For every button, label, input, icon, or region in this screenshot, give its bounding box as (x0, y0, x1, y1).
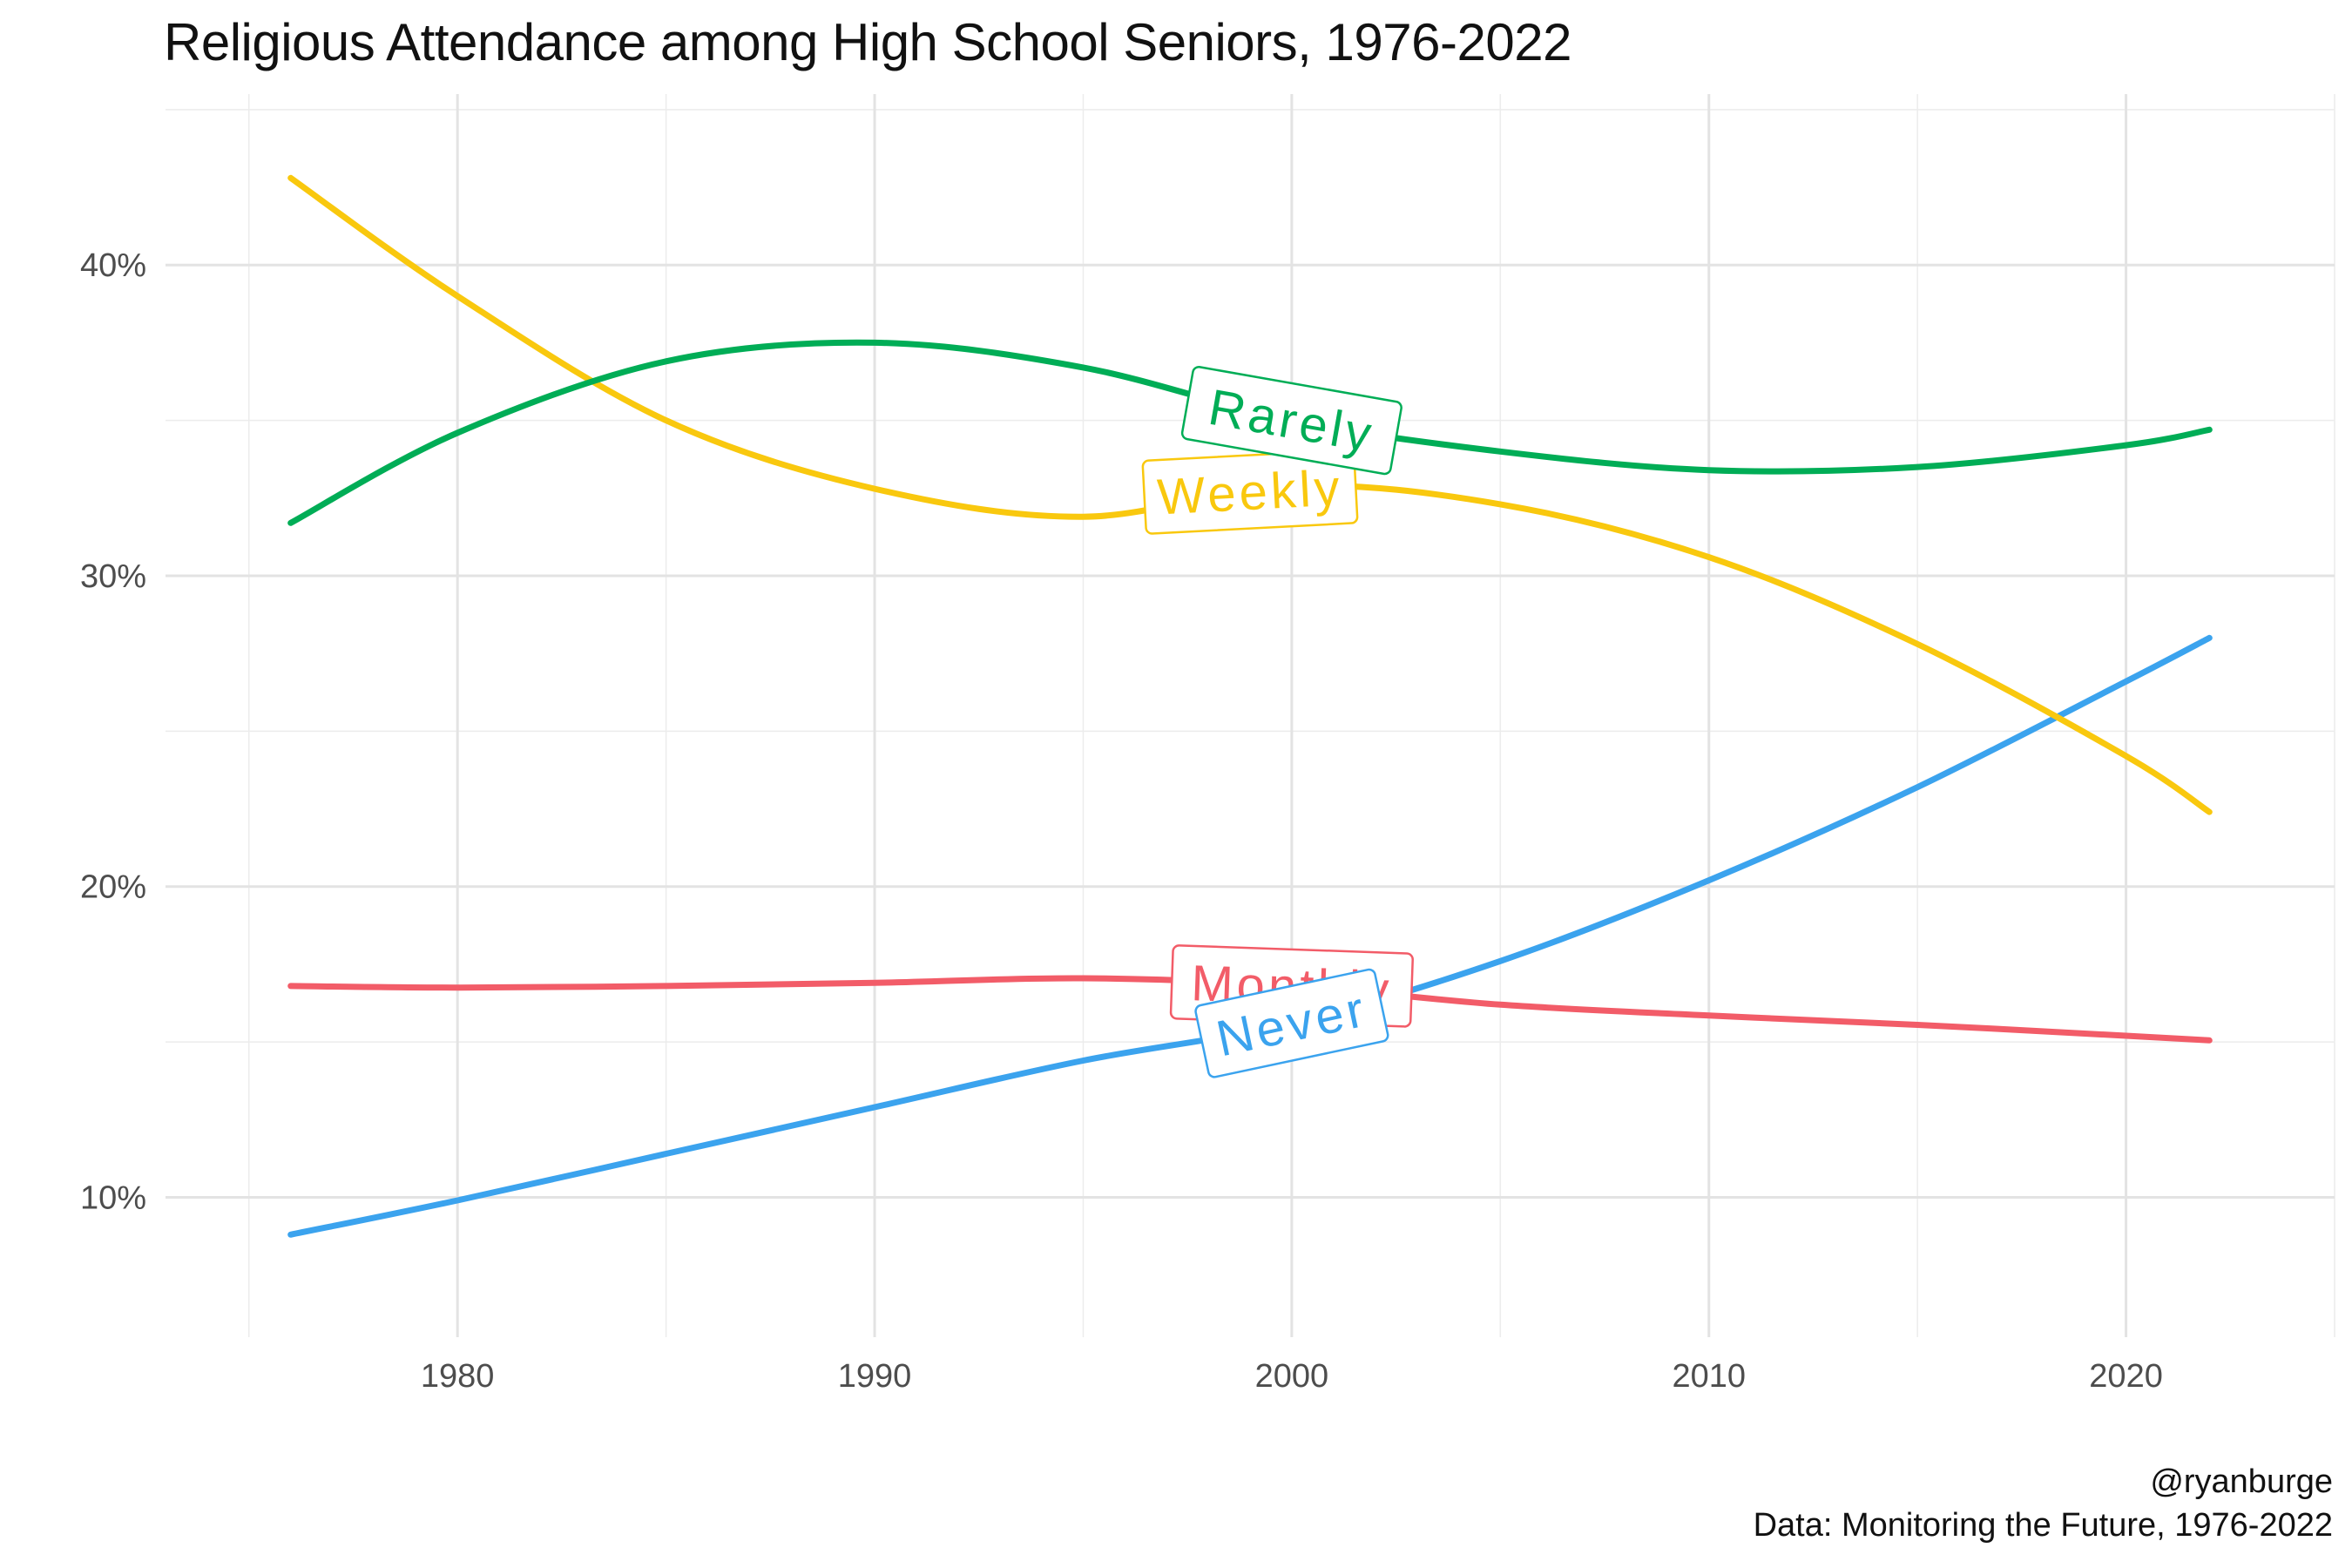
x-axis-tick-labels: 1980 1990 2000 2010 2020 (421, 1358, 2163, 1395)
y-axis-tick-labels: 10% 20% 30% 40% (80, 247, 146, 1216)
x-tick-label: 2020 (2089, 1358, 2163, 1395)
major-gridlines (166, 94, 2335, 1337)
caption-author: @ryanburge (2150, 1463, 2333, 1500)
caption-source: Data: Monitoring the Future, 1976-2022 (1753, 1507, 2333, 1544)
x-tick-label: 1980 (421, 1358, 495, 1395)
x-tick-label: 2010 (1672, 1358, 1746, 1395)
y-tick-label: 30% (80, 558, 146, 595)
series-label-box (1141, 449, 1359, 535)
series-label-box (1180, 366, 1402, 476)
series-label-weekly: Weekly (1141, 449, 1359, 535)
x-tick-label: 2000 (1255, 1358, 1329, 1395)
y-tick-label: 20% (80, 869, 146, 906)
series-line-never (287, 634, 2213, 1238)
x-tick-label: 1990 (838, 1358, 912, 1395)
minor-gridlines (166, 94, 2335, 1337)
series-label-text: Weekly (1156, 459, 1344, 525)
series-lines (287, 174, 2213, 1238)
series-label-never: Never (1194, 968, 1389, 1078)
series-label-box (1194, 968, 1389, 1078)
chart-title: Religious Attendance among High School S… (164, 13, 1571, 71)
y-tick-label: 10% (80, 1179, 146, 1216)
series-labels: MonthlyWeeklyRarelyNever (1141, 366, 1414, 1078)
y-tick-label: 40% (80, 247, 146, 284)
